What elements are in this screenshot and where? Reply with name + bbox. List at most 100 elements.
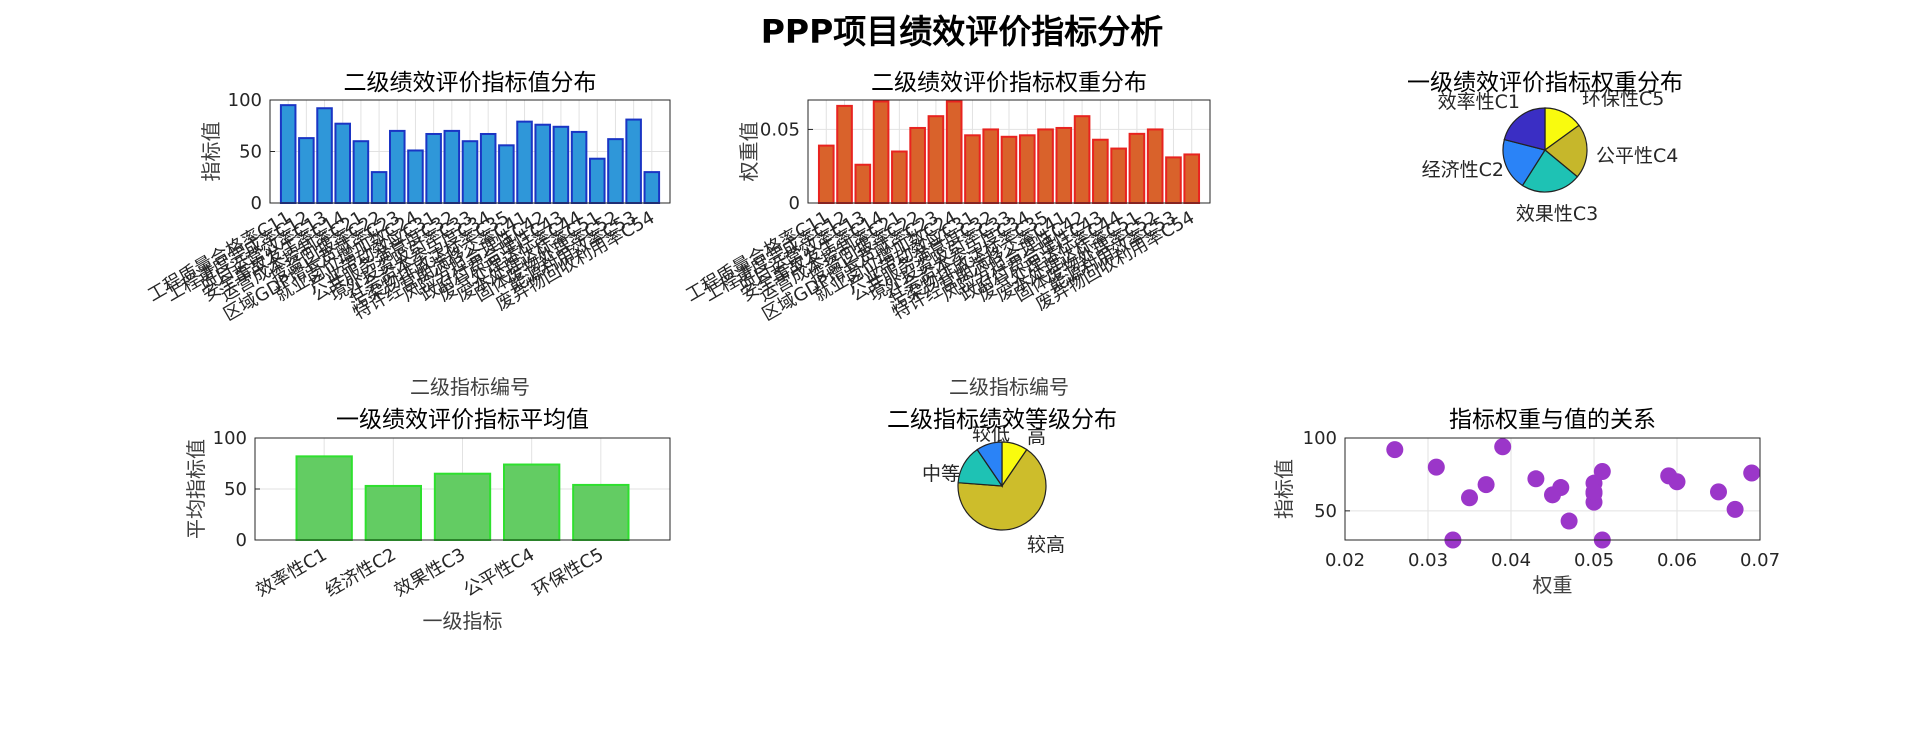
grade-distribution-title: 二级指标绩效等级分布 <box>887 407 1117 433</box>
secondary-weights-bar-15 <box>1092 138 1109 205</box>
primary-weights-title: 一级绩效评价指标权重分布 <box>1407 70 1683 96</box>
secondary-weights-bar-0 <box>817 144 835 205</box>
secondary-weights-bar-5 <box>909 126 926 204</box>
primary-averages-xtick-label-1: 经济性C2 <box>322 544 400 601</box>
charts-layer: 050100工程质量合格率C11工程进度完成率C12项目运营效率C13安全事故发… <box>144 70 1780 633</box>
grade-distribution-slice-1 <box>957 448 1047 531</box>
secondary-values-bar-16 <box>570 130 588 204</box>
secondary-values-bar-7 <box>407 149 424 204</box>
secondary-weights-bar-18 <box>1146 128 1164 204</box>
primary-averages-bar-3 <box>503 463 561 541</box>
primary-weights-slice-label-0: 环保性C5 <box>1582 88 1664 110</box>
secondary-values-bar-2 <box>316 107 333 204</box>
secondary-weights-bar-9 <box>982 128 1000 204</box>
weight-value-relation-point-3 <box>1461 489 1478 507</box>
primary-weights-slice-2 <box>1521 149 1579 193</box>
secondary-values-bar-6 <box>389 129 406 204</box>
secondary-weights-bar-6 <box>927 115 945 204</box>
primary-averages-ytick-label: 50 <box>224 479 247 500</box>
secondary-values-bar-11 <box>479 132 497 205</box>
secondary-weights-bar-7 <box>945 100 963 204</box>
grade-distribution-slice-3 <box>976 441 1003 488</box>
grade-distribution-slice-label-3: 较低 <box>972 423 1010 445</box>
secondary-weights-title: 二级绩效评价指标权重分布 <box>871 70 1147 96</box>
secondary-values-bar-9 <box>443 129 461 204</box>
secondary-values-bar-12 <box>498 144 515 205</box>
secondary-weights-ytick-label: 0 <box>789 193 800 214</box>
weight-value-relation-point-9 <box>1560 512 1578 530</box>
primary-averages-ytick-label: 100 <box>213 428 247 449</box>
primary-averages-title: 一级绩效评价指标平均值 <box>336 407 589 433</box>
weight-value-relation-xtick-label: 0.06 <box>1657 550 1697 571</box>
weight-value-relation-title: 指标权重与值的关系 <box>1449 407 1656 433</box>
secondary-values-bar-3 <box>334 122 352 204</box>
weight-value-relation-point-1 <box>1427 458 1445 476</box>
secondary-weights-bar-4 <box>891 150 908 204</box>
primary-averages-xtick-label-4: 环保性C5 <box>529 544 607 601</box>
secondary-weights-bar-14 <box>1073 115 1091 204</box>
secondary-values-ytick-label: 0 <box>251 193 262 214</box>
primary-averages-xtick-label-2: 效果性C3 <box>391 544 469 601</box>
secondary-values-bar-19 <box>625 118 642 204</box>
secondary-values-ytick-label: 50 <box>239 142 262 163</box>
secondary-weights-axes-box <box>807 99 1211 204</box>
weight-value-relation-axes-box <box>1344 437 1761 541</box>
primary-weights-slice-1 <box>1544 124 1588 178</box>
weight-value-relation-point-19 <box>1726 500 1744 518</box>
weight-value-relation-point-8 <box>1552 479 1570 497</box>
secondary-weights-bar-12 <box>1037 128 1054 204</box>
weight-value-relation-ytick-label: 100 <box>1303 428 1337 449</box>
secondary-values-bar-17 <box>589 157 606 205</box>
weight-value-relation-xtick-label: 0.05 <box>1574 550 1614 571</box>
secondary-values-axes-box <box>269 99 671 204</box>
primary-averages-bar-2 <box>433 472 492 542</box>
secondary-weights-bar-17 <box>1128 132 1146 204</box>
weight-value-relation-point-5 <box>1494 438 1512 456</box>
weight-value-relation-point-20 <box>1743 464 1761 482</box>
weight-value-relation-point-13 <box>1585 483 1603 501</box>
primary-averages-xtick-label-0: 效率性C1 <box>253 544 331 601</box>
secondary-values-ytick-label: 100 <box>228 90 262 111</box>
primary-weights-slice-4 <box>1503 107 1546 151</box>
secondary-weights-bar-20 <box>1183 153 1201 204</box>
weight-value-relation-point-14 <box>1593 463 1611 481</box>
secondary-weights-bar-2 <box>854 163 872 204</box>
secondary-weights-xlabel: 二级指标编号 <box>949 375 1069 399</box>
secondary-weights-bar-10 <box>1000 135 1018 205</box>
secondary-values-bar-15 <box>552 125 570 204</box>
secondary-values-bar-0 <box>279 104 297 204</box>
secondary-values-ylabel: 指标值 <box>199 122 223 182</box>
primary-weights-slice-label-3: 经济性C2 <box>1422 159 1504 181</box>
secondary-values-bar-14 <box>534 123 551 204</box>
weight-value-relation-xtick-label: 0.04 <box>1491 550 1531 571</box>
secondary-weights-ylabel: 权重值 <box>737 122 761 182</box>
secondary-values-bar-20 <box>643 171 661 205</box>
secondary-values-bar-8 <box>425 132 442 205</box>
secondary-values-bar-4 <box>352 140 370 204</box>
primary-averages-bar-1 <box>364 484 422 542</box>
secondary-weights-ytick-label: 0.05 <box>760 119 800 140</box>
grade-distribution-slice-label-0: 高 <box>1027 426 1046 448</box>
primary-averages-ytick-label: 0 <box>236 530 247 551</box>
secondary-values-title: 二级绩效评价指标值分布 <box>344 70 597 96</box>
primary-weights-slice-3 <box>1502 138 1546 187</box>
weight-value-relation-point-17 <box>1668 473 1686 491</box>
secondary-weights-bar-3 <box>872 100 890 204</box>
primary-weights-slice-label-1: 公平性C4 <box>1596 145 1678 167</box>
secondary-values-bar-5 <box>370 171 388 205</box>
weight-value-relation-point-4 <box>1477 476 1495 494</box>
secondary-values-bar-18 <box>607 138 624 204</box>
weight-value-relation-point-0 <box>1386 441 1404 459</box>
weight-value-relation-point-18 <box>1710 483 1727 501</box>
weight-value-relation-xtick-label: 0.02 <box>1325 550 1365 571</box>
secondary-weights-bar-13 <box>1055 126 1073 204</box>
secondary-values-bar-10 <box>461 140 479 204</box>
primary-averages-xtick-label-3: 公平性C4 <box>460 544 538 601</box>
secondary-weights-bar-1 <box>836 104 853 204</box>
figure-title: PPP项目绩效评价指标分析 <box>761 12 1164 51</box>
secondary-weights-bar-16 <box>1110 147 1127 204</box>
secondary-weights-bar-19 <box>1165 156 1182 204</box>
secondary-weights-bar-11 <box>1018 134 1036 204</box>
secondary-weights-bar-8 <box>964 134 981 204</box>
